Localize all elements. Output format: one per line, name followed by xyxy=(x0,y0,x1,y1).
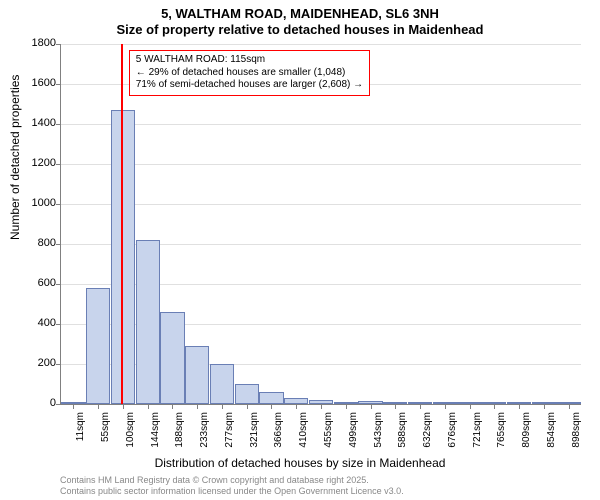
xtick-label: 543sqm xyxy=(373,412,384,452)
xtick-mark xyxy=(371,404,372,409)
attribution: Contains HM Land Registry data © Crown c… xyxy=(60,475,404,497)
ytick-label: 400 xyxy=(16,317,56,329)
histogram-bar xyxy=(86,288,110,404)
xtick-mark xyxy=(172,404,173,409)
annotation-title: 5 WALTHAM ROAD: 115sqm xyxy=(136,54,363,67)
chart-title-sub: Size of property relative to detached ho… xyxy=(0,22,600,37)
histogram-bar xyxy=(111,110,135,404)
xtick-mark xyxy=(395,404,396,409)
histogram-bar xyxy=(235,384,259,404)
xtick-mark xyxy=(519,404,520,409)
xtick-label: 11sqm xyxy=(75,412,86,452)
histogram-bar xyxy=(210,364,234,404)
ytick-mark xyxy=(56,364,61,365)
xtick-label: 898sqm xyxy=(571,412,582,452)
xtick-label: 809sqm xyxy=(521,412,532,452)
grid-line xyxy=(61,44,581,45)
ytick-mark xyxy=(56,244,61,245)
ytick-mark xyxy=(56,284,61,285)
ytick-label: 1600 xyxy=(16,77,56,89)
xtick-mark xyxy=(73,404,74,409)
ytick-mark xyxy=(56,44,61,45)
xtick-mark xyxy=(544,404,545,409)
ytick-label: 600 xyxy=(16,277,56,289)
xtick-label: 721sqm xyxy=(472,412,483,452)
annotation-line: ← 29% of detached houses are smaller (1,… xyxy=(136,67,363,80)
grid-line xyxy=(61,164,581,165)
xtick-mark xyxy=(346,404,347,409)
xtick-mark xyxy=(569,404,570,409)
ytick-label: 1800 xyxy=(16,37,56,49)
histogram-bar xyxy=(160,312,184,404)
xtick-label: 632sqm xyxy=(422,412,433,452)
xtick-label: 676sqm xyxy=(447,412,458,452)
xtick-mark xyxy=(470,404,471,409)
x-axis-label: Distribution of detached houses by size … xyxy=(0,456,600,470)
xtick-mark xyxy=(197,404,198,409)
ytick-mark xyxy=(56,164,61,165)
xtick-mark xyxy=(420,404,421,409)
ytick-label: 200 xyxy=(16,357,56,369)
ytick-label: 800 xyxy=(16,237,56,249)
xtick-label: 144sqm xyxy=(150,412,161,452)
ytick-label: 1200 xyxy=(16,157,56,169)
xtick-label: 277sqm xyxy=(224,412,235,452)
grid-line xyxy=(61,204,581,205)
xtick-mark xyxy=(98,404,99,409)
grid-line xyxy=(61,124,581,125)
ytick-mark xyxy=(56,204,61,205)
xtick-label: 233sqm xyxy=(199,412,210,452)
xtick-label: 854sqm xyxy=(546,412,557,452)
xtick-mark xyxy=(123,404,124,409)
ytick-mark xyxy=(56,404,61,405)
xtick-label: 100sqm xyxy=(125,412,136,452)
xtick-label: 188sqm xyxy=(174,412,185,452)
xtick-label: 455sqm xyxy=(323,412,334,452)
xtick-label: 410sqm xyxy=(298,412,309,452)
attribution-line: Contains HM Land Registry data © Crown c… xyxy=(60,475,404,486)
xtick-mark xyxy=(321,404,322,409)
ytick-label: 1000 xyxy=(16,197,56,209)
attribution-line: Contains public sector information licen… xyxy=(60,486,404,497)
ytick-label: 1400 xyxy=(16,117,56,129)
xtick-mark xyxy=(247,404,248,409)
xtick-label: 499sqm xyxy=(348,412,359,452)
xtick-mark xyxy=(222,404,223,409)
property-marker-line xyxy=(121,44,123,404)
histogram-bar xyxy=(136,240,160,404)
xtick-label: 588sqm xyxy=(397,412,408,452)
plot-area: 02004006008001000120014001600180011sqm55… xyxy=(60,44,581,405)
xtick-label: 765sqm xyxy=(496,412,507,452)
xtick-mark xyxy=(271,404,272,409)
chart-title-main: 5, WALTHAM ROAD, MAIDENHEAD, SL6 3NH xyxy=(0,6,600,21)
ytick-label: 0 xyxy=(16,397,56,409)
xtick-label: 321sqm xyxy=(249,412,260,452)
xtick-mark xyxy=(494,404,495,409)
ytick-mark xyxy=(56,324,61,325)
annotation-box: 5 WALTHAM ROAD: 115sqm← 29% of detached … xyxy=(129,50,370,96)
xtick-mark xyxy=(296,404,297,409)
ytick-mark xyxy=(56,124,61,125)
xtick-label: 55sqm xyxy=(100,412,111,452)
histogram-bar xyxy=(259,392,283,404)
chart-container: 5, WALTHAM ROAD, MAIDENHEAD, SL6 3NH Siz… xyxy=(0,0,600,500)
histogram-bar xyxy=(185,346,209,404)
xtick-mark xyxy=(445,404,446,409)
annotation-line: 71% of semi-detached houses are larger (… xyxy=(136,79,363,92)
xtick-label: 366sqm xyxy=(273,412,284,452)
xtick-mark xyxy=(148,404,149,409)
ytick-mark xyxy=(56,84,61,85)
